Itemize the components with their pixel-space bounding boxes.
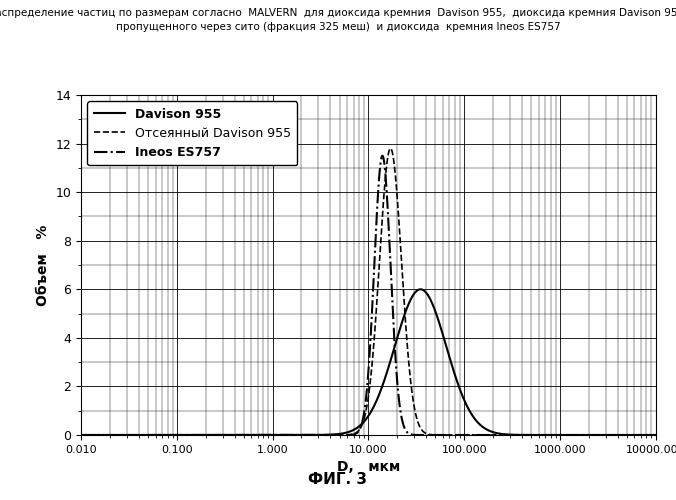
Ineos ES757 — [176, 432, 185, 438]
Отсеянный Davison 955 — [652, 432, 660, 438]
Davison 955 — [416, 286, 425, 292]
Ineos ES757 — [297, 432, 306, 438]
Line: Отсеянный Davison 955: Отсеянный Davison 955 — [81, 148, 656, 435]
Ineos ES757 — [77, 432, 85, 438]
Davison 955 — [579, 432, 587, 438]
Отсеянный Davison 955 — [77, 432, 85, 438]
Line: Ineos ES757: Ineos ES757 — [81, 156, 656, 435]
Text: Распределение частиц по размерам согласно  MALVERN  для диоксида кремния  Daviso: Распределение частиц по размерам согласн… — [0, 8, 676, 18]
Ineos ES757 — [579, 432, 587, 438]
Davison 955 — [297, 432, 306, 438]
Отсеянный Davison 955 — [297, 432, 306, 438]
Davison 955 — [322, 432, 331, 438]
Ineos ES757 — [322, 432, 331, 438]
Y-axis label: Объем   %: Объем % — [36, 224, 50, 306]
Text: пропущенного через сито (фракция 325 меш)  и диоксида  кремния Ineos ES757: пропущенного через сито (фракция 325 меш… — [116, 22, 560, 32]
Ineos ES757 — [641, 432, 649, 438]
Отсеянный Davison 955 — [143, 432, 151, 438]
Отсеянный Davison 955 — [641, 432, 649, 438]
Ineos ES757 — [143, 432, 151, 438]
Davison 955 — [176, 432, 185, 438]
Davison 955 — [143, 432, 151, 438]
Отсеянный Davison 955 — [387, 146, 395, 152]
Davison 955 — [77, 432, 85, 438]
Line: Davison 955: Davison 955 — [81, 290, 656, 435]
Отсеянный Davison 955 — [579, 432, 587, 438]
Отсеянный Davison 955 — [176, 432, 185, 438]
Отсеянный Davison 955 — [322, 432, 331, 438]
X-axis label: D,   мкм: D, мкм — [337, 460, 400, 474]
Legend: Davison 955, Отсеянный Davison 955, Ineos ES757: Davison 955, Отсеянный Davison 955, Ineo… — [87, 101, 297, 165]
Ineos ES757 — [379, 152, 387, 158]
Text: ФИГ. 3: ФИГ. 3 — [308, 472, 368, 488]
Davison 955 — [641, 432, 649, 438]
Ineos ES757 — [652, 432, 660, 438]
Davison 955 — [652, 432, 660, 438]
